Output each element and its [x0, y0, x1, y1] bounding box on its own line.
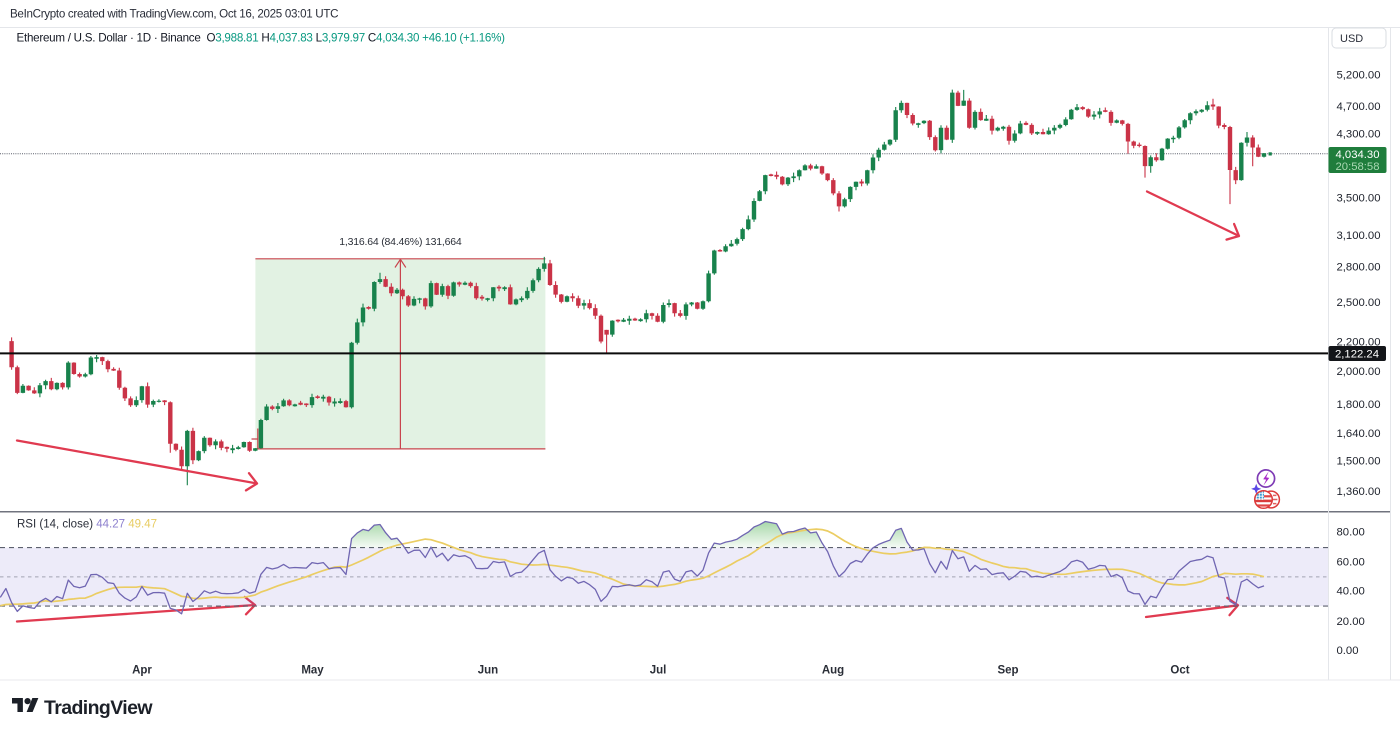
- svg-text:80.00: 80.00: [1337, 527, 1365, 539]
- svg-text:TradingView: TradingView: [44, 697, 153, 719]
- svg-text:1,640.00: 1,640.00: [1337, 428, 1381, 440]
- svg-text:20.00: 20.00: [1337, 616, 1365, 628]
- svg-text:Jul: Jul: [650, 665, 667, 677]
- svg-text:Sep: Sep: [997, 665, 1018, 677]
- svg-text:3,500.00: 3,500.00: [1337, 192, 1381, 204]
- svg-text:RSI (14, close) 44.27 49.47: RSI (14, close) 44.27 49.47: [17, 518, 157, 530]
- svg-text:5,200.00: 5,200.00: [1337, 70, 1381, 82]
- svg-text:4,700.00: 4,700.00: [1337, 101, 1381, 113]
- svg-text:2,800.00: 2,800.00: [1337, 262, 1381, 274]
- svg-text:4,300.00: 4,300.00: [1337, 129, 1381, 141]
- svg-text:May: May: [301, 665, 324, 677]
- svg-text:1,500.00: 1,500.00: [1337, 456, 1381, 468]
- svg-text:20:58:58: 20:58:58: [1336, 161, 1380, 173]
- svg-text:Jun: Jun: [478, 665, 498, 677]
- svg-text:Apr: Apr: [132, 665, 152, 677]
- svg-text:Ethereum / U.S. Dollar · 1D ·: Ethereum / U.S. Dollar · 1D · Binance O3…: [17, 32, 506, 45]
- svg-text:Oct: Oct: [1170, 665, 1189, 677]
- svg-text:USD: USD: [1340, 33, 1363, 45]
- svg-text:1,360.00: 1,360.00: [1337, 486, 1381, 498]
- svg-text:3,100.00: 3,100.00: [1337, 230, 1381, 242]
- svg-text:Aug: Aug: [822, 665, 844, 677]
- svg-text:0.00: 0.00: [1337, 645, 1359, 657]
- svg-text:1,800.00: 1,800.00: [1337, 399, 1381, 411]
- svg-text:BeInCrypto created with Tradin: BeInCrypto created with TradingView.com,…: [10, 8, 338, 21]
- svg-text:2,000.00: 2,000.00: [1337, 366, 1381, 378]
- svg-text:40.00: 40.00: [1337, 586, 1365, 598]
- svg-text:2,200.00: 2,200.00: [1337, 337, 1381, 349]
- svg-text:4,034.30: 4,034.30: [1336, 149, 1380, 161]
- svg-text:2,500.00: 2,500.00: [1337, 297, 1381, 309]
- svg-text:60.00: 60.00: [1337, 556, 1365, 568]
- svg-text:1,316.64 (84.46%) 131,664: 1,316.64 (84.46%) 131,664: [339, 236, 462, 248]
- svg-text:2,122.24: 2,122.24: [1335, 349, 1379, 361]
